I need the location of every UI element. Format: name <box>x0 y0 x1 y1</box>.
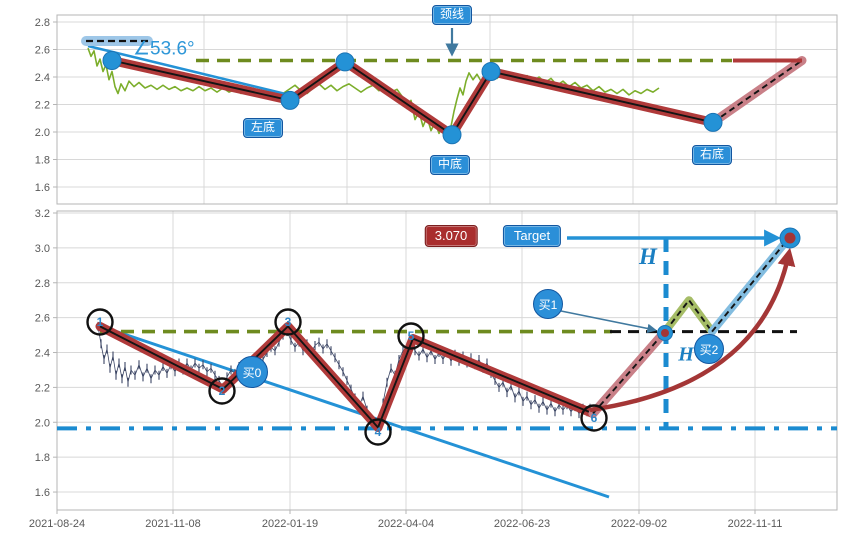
buy0-marker[interactable]: 买0 <box>236 356 268 388</box>
y-tick-label: 2.6 <box>35 313 50 325</box>
zigzag-center <box>592 330 666 415</box>
y-tick-label: 2.0 <box>35 127 50 139</box>
pivot-number: 5 <box>408 329 415 343</box>
y-tick-label: 1.6 <box>35 182 50 194</box>
pivot-ring <box>580 404 608 432</box>
zigzag-center <box>111 59 714 136</box>
y-tick-label: 1.8 <box>35 452 50 464</box>
target-price-badge[interactable]: 3.070 <box>424 225 478 247</box>
angle-measure-label: ∠53.6° <box>133 38 195 60</box>
pivot-dot <box>703 112 723 132</box>
y-tick-label: 2.8 <box>35 17 50 29</box>
zigzag-band <box>661 296 716 336</box>
trendline <box>99 324 610 499</box>
price-bars <box>97 321 591 431</box>
point-marker-core <box>661 329 669 337</box>
right-bottom-badge[interactable]: 右底 <box>691 145 733 165</box>
y-tick-label: 2.0 <box>35 417 50 429</box>
pivot-ring <box>364 418 392 446</box>
y-tick-label: 3.0 <box>35 243 50 255</box>
buy1-arrow <box>560 310 657 334</box>
angle-ray <box>87 44 299 99</box>
x-tick-label: 2021-08-24 <box>29 518 85 530</box>
x-tick-label: 2022-04-04 <box>378 518 434 530</box>
height-label-lower: H <box>678 343 694 366</box>
pivot-number: 4 <box>375 425 382 439</box>
point-marker-core <box>784 232 796 244</box>
mid-bottom-badge[interactable]: 中底 <box>429 155 471 175</box>
y-tick-label: 2.6 <box>35 45 50 57</box>
projection-curve-arrow <box>589 247 796 413</box>
x-tick-label: 2022-11-11 <box>728 518 783 530</box>
y-tick-label: 2.2 <box>35 100 50 112</box>
y-tick-label: 2.4 <box>35 348 50 360</box>
plot-border <box>56 210 838 511</box>
x-tick-label: 2022-01-19 <box>262 518 318 530</box>
left-bottom-badge[interactable]: 左底 <box>242 118 284 138</box>
neckline-badge[interactable]: 颈线 <box>431 5 473 25</box>
pivot-number: 6 <box>591 411 598 425</box>
height-label-upper: H <box>639 244 657 269</box>
pivot-ring <box>397 322 425 350</box>
y-tick-label: 2.2 <box>35 382 50 394</box>
y-tick-label: 1.8 <box>35 155 50 167</box>
pivot-number: 1 <box>97 315 104 329</box>
target-badge[interactable]: Target <box>502 225 562 247</box>
zigzag-center <box>664 299 713 333</box>
pivot-ring <box>208 377 236 405</box>
pivot-dot <box>335 52 355 72</box>
pivot-dot <box>481 62 501 81</box>
pivot-ring <box>274 308 302 336</box>
x-tick-label: 2021-11-08 <box>145 518 200 530</box>
pivot-ring <box>86 308 114 336</box>
price-midline <box>97 326 591 427</box>
buy2-marker[interactable]: 买2 <box>694 334 724 364</box>
buy1-marker[interactable]: 买1 <box>533 289 563 319</box>
y-tick-label: 3.2 <box>35 208 50 220</box>
y-tick-label: 1.6 <box>35 487 50 499</box>
zigzag-band <box>107 56 718 140</box>
zigzag-band <box>708 235 792 336</box>
bottom-grid: 3.2 3.0 2.8 2.6 2.4 2.2 2.0 1.8 1.6 2021-08-24 202… <box>29 208 838 530</box>
zigzag-center <box>712 59 803 124</box>
pivot-dot <box>102 51 122 70</box>
zigzag-center <box>99 325 594 429</box>
y-tick-label: 2.4 <box>35 72 50 84</box>
pivot-dot <box>280 90 300 110</box>
pivot-number: 3 <box>285 315 292 329</box>
x-tick-label: 2022-09-02 <box>611 518 667 530</box>
pivot-dot <box>442 125 462 145</box>
top-grid: 2.8 2.6 2.4 2.2 2.0 1.8 1.6 <box>35 14 838 205</box>
x-tick-label: 2022-06-23 <box>494 518 550 530</box>
pivot-number: 2 <box>219 384 226 398</box>
y-tick-label: 2.8 <box>35 278 50 290</box>
